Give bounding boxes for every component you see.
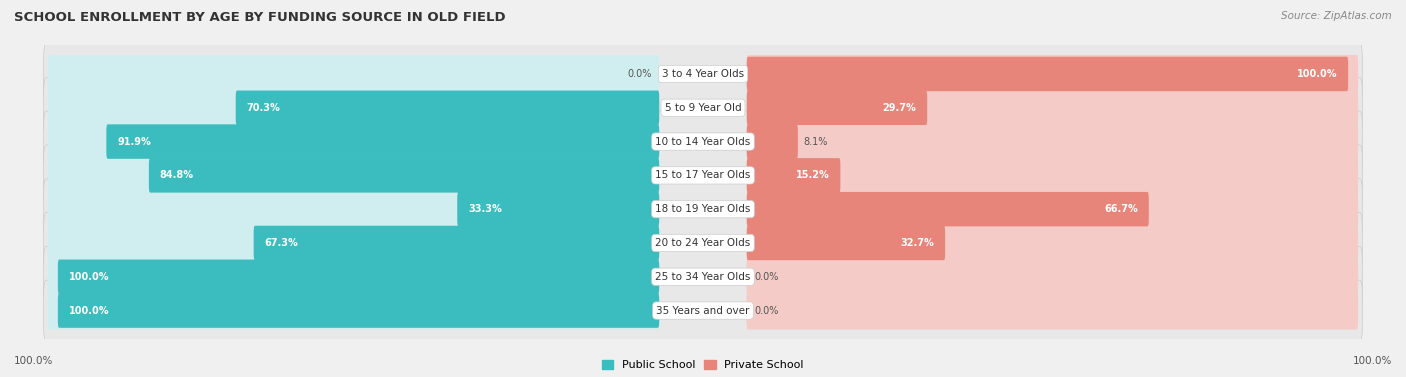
FancyBboxPatch shape [236, 90, 659, 125]
FancyBboxPatch shape [747, 292, 1358, 329]
FancyBboxPatch shape [44, 111, 1362, 172]
FancyBboxPatch shape [48, 190, 659, 228]
FancyBboxPatch shape [48, 89, 659, 127]
Text: 100.0%: 100.0% [1296, 69, 1337, 79]
FancyBboxPatch shape [44, 145, 1362, 206]
Text: 66.7%: 66.7% [1104, 204, 1137, 214]
FancyBboxPatch shape [253, 226, 659, 260]
FancyBboxPatch shape [747, 55, 1358, 93]
Text: 33.3%: 33.3% [468, 204, 502, 214]
FancyBboxPatch shape [48, 258, 659, 296]
FancyBboxPatch shape [58, 259, 659, 294]
Text: 0.0%: 0.0% [755, 272, 779, 282]
Text: Source: ZipAtlas.com: Source: ZipAtlas.com [1281, 11, 1392, 21]
Legend: Public School, Private School: Public School, Private School [598, 356, 808, 375]
FancyBboxPatch shape [747, 226, 945, 260]
FancyBboxPatch shape [44, 179, 1362, 240]
Text: 84.8%: 84.8% [160, 170, 194, 180]
FancyBboxPatch shape [48, 156, 659, 194]
Text: 91.9%: 91.9% [117, 136, 150, 147]
FancyBboxPatch shape [747, 89, 1358, 127]
Text: 5 to 9 Year Old: 5 to 9 Year Old [665, 103, 741, 113]
FancyBboxPatch shape [747, 190, 1358, 228]
Text: 100.0%: 100.0% [69, 272, 110, 282]
FancyBboxPatch shape [747, 57, 1348, 91]
Text: 100.0%: 100.0% [14, 356, 53, 366]
FancyBboxPatch shape [44, 280, 1362, 341]
FancyBboxPatch shape [58, 293, 659, 328]
Text: 32.7%: 32.7% [900, 238, 934, 248]
FancyBboxPatch shape [747, 158, 841, 193]
Text: 3 to 4 Year Olds: 3 to 4 Year Olds [662, 69, 744, 79]
Text: 20 to 24 Year Olds: 20 to 24 Year Olds [655, 238, 751, 248]
Text: 0.0%: 0.0% [755, 306, 779, 316]
FancyBboxPatch shape [44, 44, 1362, 104]
FancyBboxPatch shape [149, 158, 659, 193]
FancyBboxPatch shape [44, 246, 1362, 307]
Text: 10 to 14 Year Olds: 10 to 14 Year Olds [655, 136, 751, 147]
FancyBboxPatch shape [48, 224, 659, 262]
FancyBboxPatch shape [747, 192, 1149, 227]
Text: 100.0%: 100.0% [1353, 356, 1392, 366]
FancyBboxPatch shape [747, 123, 1358, 161]
FancyBboxPatch shape [747, 224, 1358, 262]
Text: SCHOOL ENROLLMENT BY AGE BY FUNDING SOURCE IN OLD FIELD: SCHOOL ENROLLMENT BY AGE BY FUNDING SOUR… [14, 11, 506, 24]
Text: 0.0%: 0.0% [627, 69, 651, 79]
FancyBboxPatch shape [747, 90, 927, 125]
FancyBboxPatch shape [48, 55, 659, 93]
Text: 25 to 34 Year Olds: 25 to 34 Year Olds [655, 272, 751, 282]
Text: 70.3%: 70.3% [246, 103, 280, 113]
Text: 18 to 19 Year Olds: 18 to 19 Year Olds [655, 204, 751, 214]
FancyBboxPatch shape [747, 258, 1358, 296]
Text: 8.1%: 8.1% [803, 136, 827, 147]
FancyBboxPatch shape [457, 192, 659, 227]
FancyBboxPatch shape [747, 124, 797, 159]
FancyBboxPatch shape [44, 213, 1362, 273]
Text: 100.0%: 100.0% [69, 306, 110, 316]
FancyBboxPatch shape [107, 124, 659, 159]
FancyBboxPatch shape [48, 292, 659, 329]
Text: 15.2%: 15.2% [796, 170, 830, 180]
Text: 29.7%: 29.7% [883, 103, 917, 113]
Text: 67.3%: 67.3% [264, 238, 298, 248]
FancyBboxPatch shape [44, 77, 1362, 138]
Text: 15 to 17 Year Olds: 15 to 17 Year Olds [655, 170, 751, 180]
FancyBboxPatch shape [747, 156, 1358, 194]
Text: 35 Years and over: 35 Years and over [657, 306, 749, 316]
FancyBboxPatch shape [48, 123, 659, 161]
